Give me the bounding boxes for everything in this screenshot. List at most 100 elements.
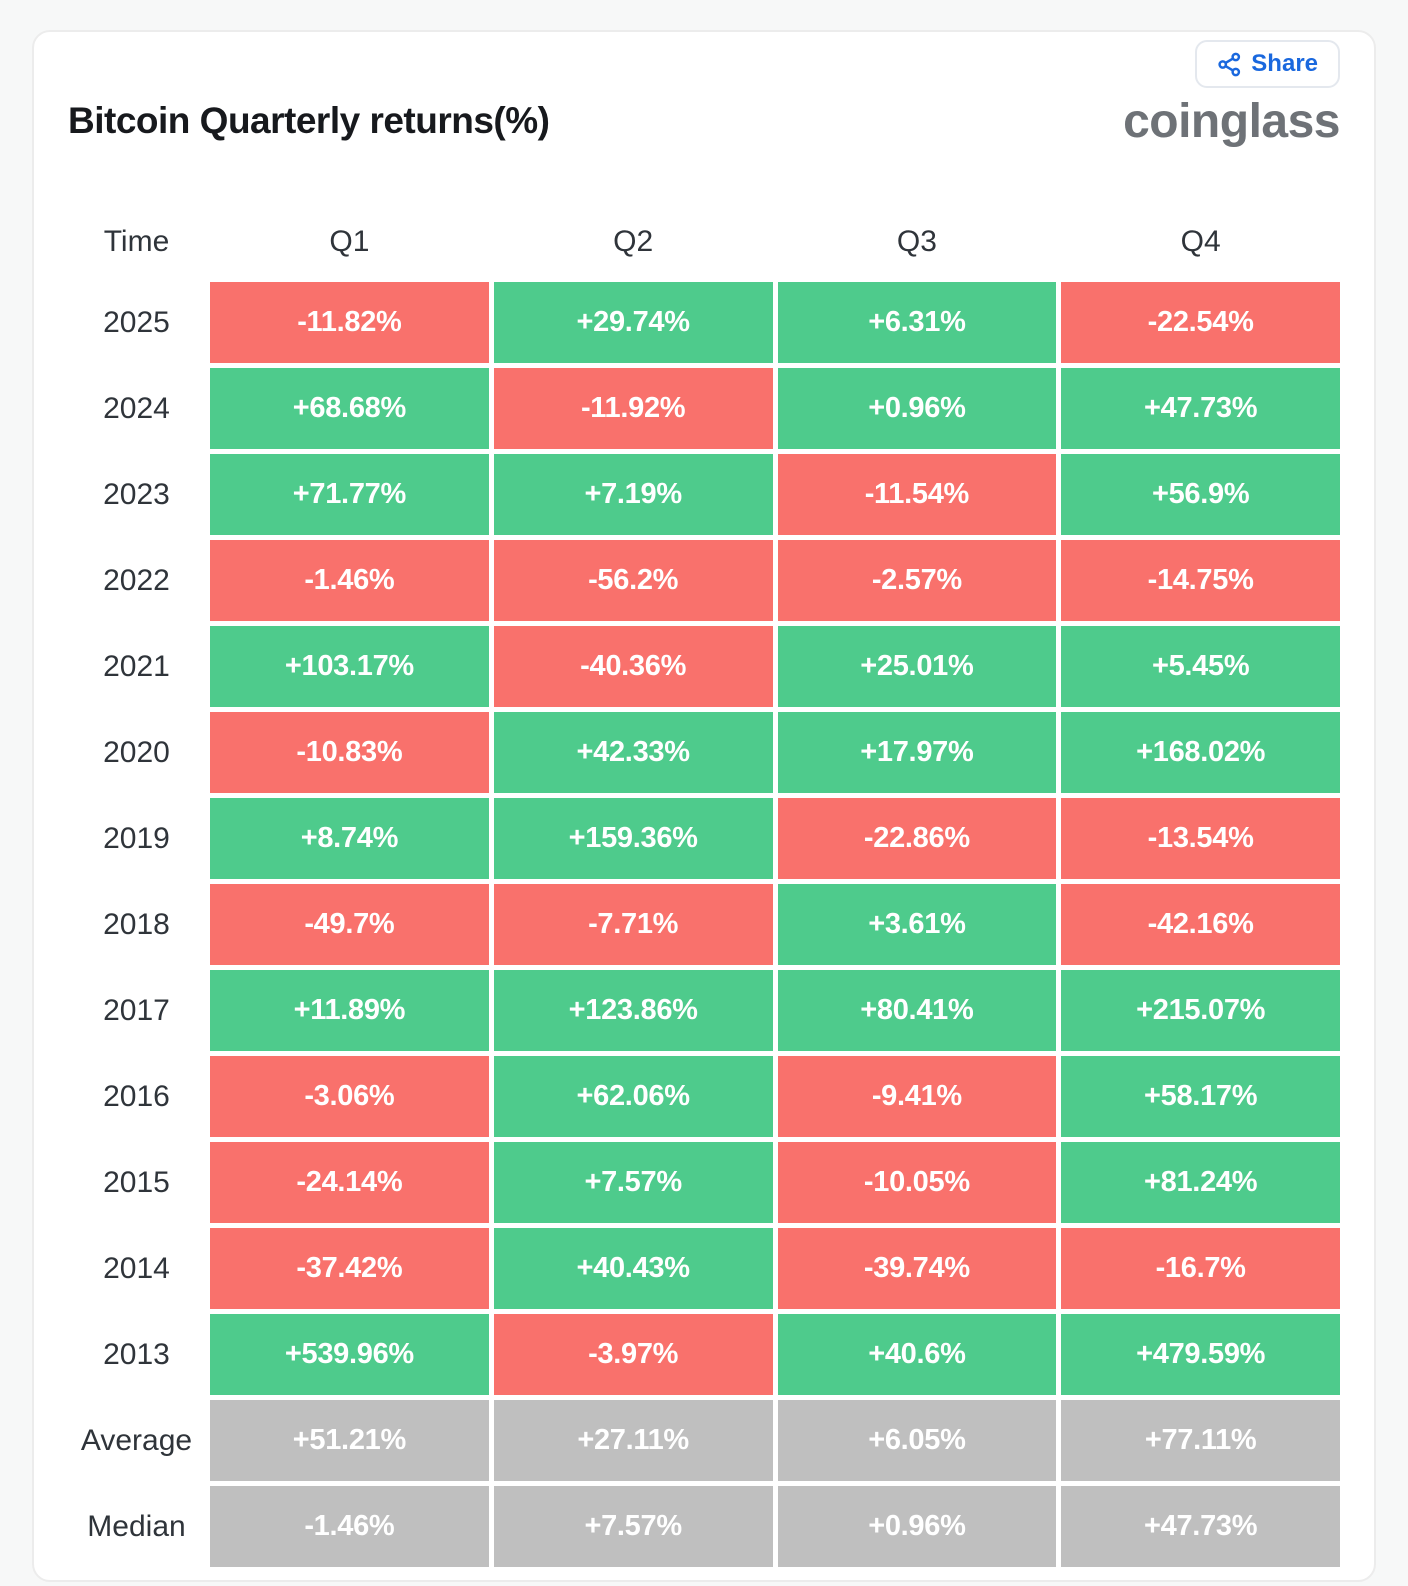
return-cell: +27.11% bbox=[493, 1400, 773, 1481]
row-label: 2014 bbox=[103, 1251, 170, 1285]
table-row: 2019 +8.74% +159.36% -22.86% -13.54% bbox=[68, 798, 1340, 879]
return-cell: +25.01% bbox=[777, 626, 1057, 707]
title-row: Bitcoin Quarterly returns(%) coinglass bbox=[68, 98, 1340, 150]
return-cell: -1.46% bbox=[210, 540, 489, 621]
return-cell: +29.74% bbox=[493, 282, 773, 363]
table-row: 2015 -24.14% +7.57% -10.05% +81.24% bbox=[68, 1142, 1340, 1223]
quarterly-returns-card: Share Bitcoin Quarterly returns(%) coing… bbox=[32, 30, 1376, 1582]
row-label: 2016 bbox=[103, 1079, 170, 1113]
return-cell: +80.41% bbox=[777, 970, 1057, 1051]
return-cell: -10.05% bbox=[777, 1142, 1057, 1223]
coinglass-logo: coinglass bbox=[1123, 95, 1340, 148]
column-header-q3: Q3 bbox=[896, 225, 937, 258]
return-cell: -14.75% bbox=[1061, 540, 1340, 621]
return-cell: +42.33% bbox=[493, 712, 773, 793]
table-row: 2014 -37.42% +40.43% -39.74% -16.7% bbox=[68, 1228, 1340, 1309]
table-row: Average +51.21% +27.11% +6.05% +77.11% bbox=[68, 1400, 1340, 1481]
return-cell: +159.36% bbox=[493, 798, 773, 879]
return-cell: +71.77% bbox=[210, 454, 489, 535]
return-cell: -24.14% bbox=[210, 1142, 489, 1223]
return-cell: -2.57% bbox=[777, 540, 1057, 621]
return-cell: +62.06% bbox=[493, 1056, 773, 1137]
return-cell: -22.54% bbox=[1061, 282, 1340, 363]
table-row: 2013 +539.96% -3.97% +40.6% +479.59% bbox=[68, 1314, 1340, 1395]
return-cell: -37.42% bbox=[210, 1228, 489, 1309]
return-cell: -56.2% bbox=[493, 540, 773, 621]
return-cell: +0.96% bbox=[777, 368, 1057, 449]
return-cell: +77.11% bbox=[1061, 1400, 1340, 1481]
return-cell: -1.46% bbox=[210, 1486, 489, 1567]
return-cell: -49.7% bbox=[210, 884, 489, 965]
return-cell: +11.89% bbox=[210, 970, 489, 1051]
return-cell: -16.7% bbox=[1061, 1228, 1340, 1309]
return-cell: -3.06% bbox=[210, 1056, 489, 1137]
return-cell: +51.21% bbox=[210, 1400, 489, 1481]
table-body: 2025 -11.82% +29.74% +6.31% -22.54% 2024… bbox=[68, 282, 1340, 1567]
table-row: 2025 -11.82% +29.74% +6.31% -22.54% bbox=[68, 282, 1340, 363]
page-title: Bitcoin Quarterly returns(%) bbox=[68, 100, 550, 141]
table-row: 2024 +68.68% -11.92% +0.96% +47.73% bbox=[68, 368, 1340, 449]
return-cell: +68.68% bbox=[210, 368, 489, 449]
return-cell: +0.96% bbox=[777, 1486, 1057, 1567]
return-cell: +7.57% bbox=[493, 1142, 773, 1223]
row-label: Average bbox=[80, 1423, 193, 1457]
row-label: Median bbox=[87, 1509, 186, 1543]
table-row: 2017 +11.89% +123.86% +80.41% +215.07% bbox=[68, 970, 1340, 1051]
return-cell: -3.97% bbox=[493, 1314, 773, 1395]
return-cell: +47.73% bbox=[1061, 368, 1340, 449]
table-row: 2022 -1.46% -56.2% -2.57% -14.75% bbox=[68, 540, 1340, 621]
return-cell: +7.19% bbox=[493, 454, 773, 535]
return-cell: -11.54% bbox=[777, 454, 1057, 535]
return-cell: +6.31% bbox=[777, 282, 1057, 363]
return-cell: +123.86% bbox=[493, 970, 773, 1051]
share-icon bbox=[1217, 52, 1242, 77]
table-row: 2023 +71.77% +7.19% -11.54% +56.9% bbox=[68, 454, 1340, 535]
return-cell: +5.45% bbox=[1061, 626, 1340, 707]
return-cell: -39.74% bbox=[777, 1228, 1057, 1309]
return-cell: -11.82% bbox=[210, 282, 489, 363]
column-header-q1: Q1 bbox=[329, 225, 370, 258]
return-cell: +6.05% bbox=[777, 1400, 1057, 1481]
table-header-row: Time Q1 Q2 Q3 Q4 bbox=[68, 210, 1340, 274]
column-header-time: Time bbox=[103, 225, 170, 258]
return-cell: -40.36% bbox=[493, 626, 773, 707]
share-button[interactable]: Share bbox=[1195, 40, 1340, 88]
return-cell: +479.59% bbox=[1061, 1314, 1340, 1395]
return-cell: +103.17% bbox=[210, 626, 489, 707]
return-cell: -7.71% bbox=[493, 884, 773, 965]
return-cell: +539.96% bbox=[210, 1314, 489, 1395]
return-cell: +40.43% bbox=[493, 1228, 773, 1309]
return-cell: +8.74% bbox=[210, 798, 489, 879]
row-label: 2021 bbox=[103, 649, 170, 683]
row-label: 2020 bbox=[103, 735, 170, 769]
return-cell: +40.6% bbox=[777, 1314, 1057, 1395]
return-cell: +81.24% bbox=[1061, 1142, 1340, 1223]
return-cell: +56.9% bbox=[1061, 454, 1340, 535]
return-cell: -42.16% bbox=[1061, 884, 1340, 965]
return-cell: +215.07% bbox=[1061, 970, 1340, 1051]
row-label: 2022 bbox=[103, 563, 170, 597]
return-cell: -22.86% bbox=[777, 798, 1057, 879]
return-cell: -13.54% bbox=[1061, 798, 1340, 879]
share-button-label: Share bbox=[1251, 50, 1318, 77]
share-row: Share bbox=[68, 40, 1340, 88]
return-cell: +47.73% bbox=[1061, 1486, 1340, 1567]
return-cell: +17.97% bbox=[777, 712, 1057, 793]
row-label: 2015 bbox=[103, 1165, 170, 1199]
row-label: 2023 bbox=[103, 477, 170, 511]
row-label: 2025 bbox=[103, 305, 170, 339]
return-cell: -10.83% bbox=[210, 712, 489, 793]
returns-table: Time Q1 Q2 Q3 Q4 2025 -11.82% +29.74% +6… bbox=[68, 210, 1340, 1567]
return-cell: +7.57% bbox=[493, 1486, 773, 1567]
table-row: Median -1.46% +7.57% +0.96% +47.73% bbox=[68, 1486, 1340, 1567]
table-row: 2016 -3.06% +62.06% -9.41% +58.17% bbox=[68, 1056, 1340, 1137]
return-cell: -9.41% bbox=[777, 1056, 1057, 1137]
row-label: 2018 bbox=[103, 907, 170, 941]
return-cell: -11.92% bbox=[493, 368, 773, 449]
row-label: 2024 bbox=[103, 391, 170, 425]
column-header-q2: Q2 bbox=[613, 225, 654, 258]
return-cell: +58.17% bbox=[1061, 1056, 1340, 1137]
table-row: 2018 -49.7% -7.71% +3.61% -42.16% bbox=[68, 884, 1340, 965]
table-row: 2020 -10.83% +42.33% +17.97% +168.02% bbox=[68, 712, 1340, 793]
row-label: 2013 bbox=[103, 1337, 170, 1371]
